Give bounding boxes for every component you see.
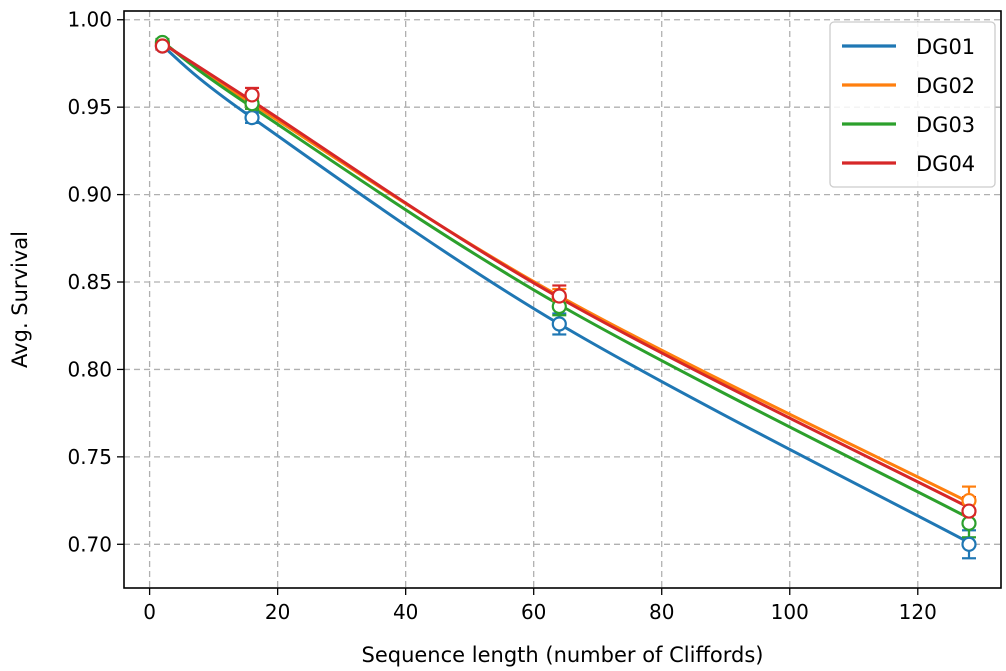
legend-label-dg04: DG04 bbox=[916, 152, 975, 176]
y-tick-label: 0.85 bbox=[67, 270, 112, 294]
y-tick-label: 1.00 bbox=[67, 8, 112, 32]
x-axis-ticks: 0 20 40 60 80 100 120 bbox=[143, 588, 937, 624]
legend-label-dg01: DG01 bbox=[916, 35, 975, 59]
plot-frame bbox=[123, 10, 1002, 589]
data-point-dg04 bbox=[154, 38, 171, 54]
fit-lines bbox=[161, 40, 970, 544]
legend-box bbox=[829, 21, 996, 188]
data-points bbox=[154, 34, 977, 552]
data-point-dg04 bbox=[244, 87, 260, 103]
fit-line-dg03 bbox=[161, 40, 970, 520]
y-tick-label: 0.90 bbox=[67, 183, 112, 207]
data-point-dg04 bbox=[961, 503, 977, 519]
y-tick-label: 0.95 bbox=[67, 95, 112, 119]
x-tick-label: 120 bbox=[899, 600, 937, 624]
legend-label-dg03: DG03 bbox=[916, 113, 975, 137]
fit-line-dg04 bbox=[161, 42, 970, 509]
x-tick-label: 40 bbox=[393, 600, 418, 624]
legend: DG01 DG02 DG03 DG04 bbox=[829, 21, 996, 188]
y-tick-label: 0.75 bbox=[67, 445, 112, 469]
x-tick-label: 0 bbox=[143, 600, 156, 624]
x-axis-label: Sequence length (number of Cliffords) bbox=[362, 643, 764, 667]
y-tick-label: 0.80 bbox=[67, 357, 112, 381]
data-point-dg03 bbox=[961, 515, 977, 531]
x-tick-label: 20 bbox=[265, 600, 290, 624]
y-axis-ticks: 0.70 0.75 0.80 0.85 0.90 0.95 1.00 bbox=[67, 8, 124, 556]
y-tick-label: 0.70 bbox=[67, 532, 112, 556]
data-point-dg01 bbox=[551, 316, 567, 332]
x-tick-label: 100 bbox=[771, 600, 809, 624]
legend-label-dg02: DG02 bbox=[916, 74, 975, 98]
x-tick-label: 60 bbox=[521, 600, 546, 624]
data-point-dg04 bbox=[551, 288, 567, 304]
x-tick-label: 80 bbox=[649, 600, 674, 624]
data-point-dg01 bbox=[961, 536, 977, 552]
data-point-dg01 bbox=[244, 110, 260, 126]
y-axis-label: Avg. Survival bbox=[8, 231, 32, 368]
fit-line-dg01 bbox=[161, 44, 970, 544]
